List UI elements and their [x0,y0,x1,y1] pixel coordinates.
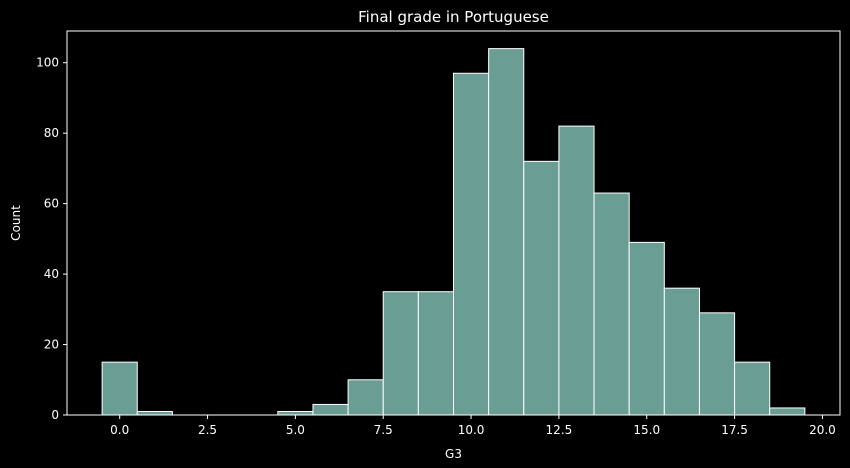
histogram-bar [663,287,700,416]
chart-title: Final grade in Portuguese [358,8,549,26]
y-tick-label: 20 [44,338,59,352]
x-tick-label: 0.0 [110,423,129,437]
histogram-bar [523,160,560,416]
histogram-bar [312,403,349,416]
histogram-bar [593,192,630,416]
x-tick-label: 10.0 [458,423,485,437]
x-tick-label: 15.0 [633,423,660,437]
histogram-bar [277,410,314,416]
histogram-bar [558,125,595,416]
histogram-bar [769,407,806,416]
x-tick-label: 17.5 [721,423,748,437]
plot-frame [66,30,841,416]
histogram-bar [628,241,665,416]
histogram-bar [734,361,771,416]
x-tick-label: 20.0 [809,423,836,437]
histogram-bar [698,312,736,416]
histogram-bar [453,72,490,416]
x-tick-label: 2.5 [198,423,217,437]
histogram-bar [101,361,138,416]
y-axis-label: Count [9,205,23,241]
y-tick-label: 0 [51,408,59,422]
bars-layer [101,48,806,416]
y-tick-label: 40 [44,267,59,281]
x-tick-label: 7.5 [374,423,393,437]
x-tick-label: 12.5 [546,423,573,437]
histogram-bar [417,291,455,416]
y-tick-label: 80 [44,126,59,140]
histogram-bar [488,48,525,416]
histogram-bar [382,291,419,416]
y-tick-label: 60 [44,197,59,211]
x-tick-label: 5.0 [286,423,305,437]
y-tick-label: 100 [36,56,59,70]
histogram-bar [136,410,173,416]
histogram-bar [347,379,384,416]
x-axis-label: G3 [445,447,462,461]
x-ticks: 0.0 2.5 5.0 7.5 10.0 12.5 15.0 17.5 20.0 [110,415,836,437]
y-ticks: 0 20 40 60 80 100 [36,56,67,422]
